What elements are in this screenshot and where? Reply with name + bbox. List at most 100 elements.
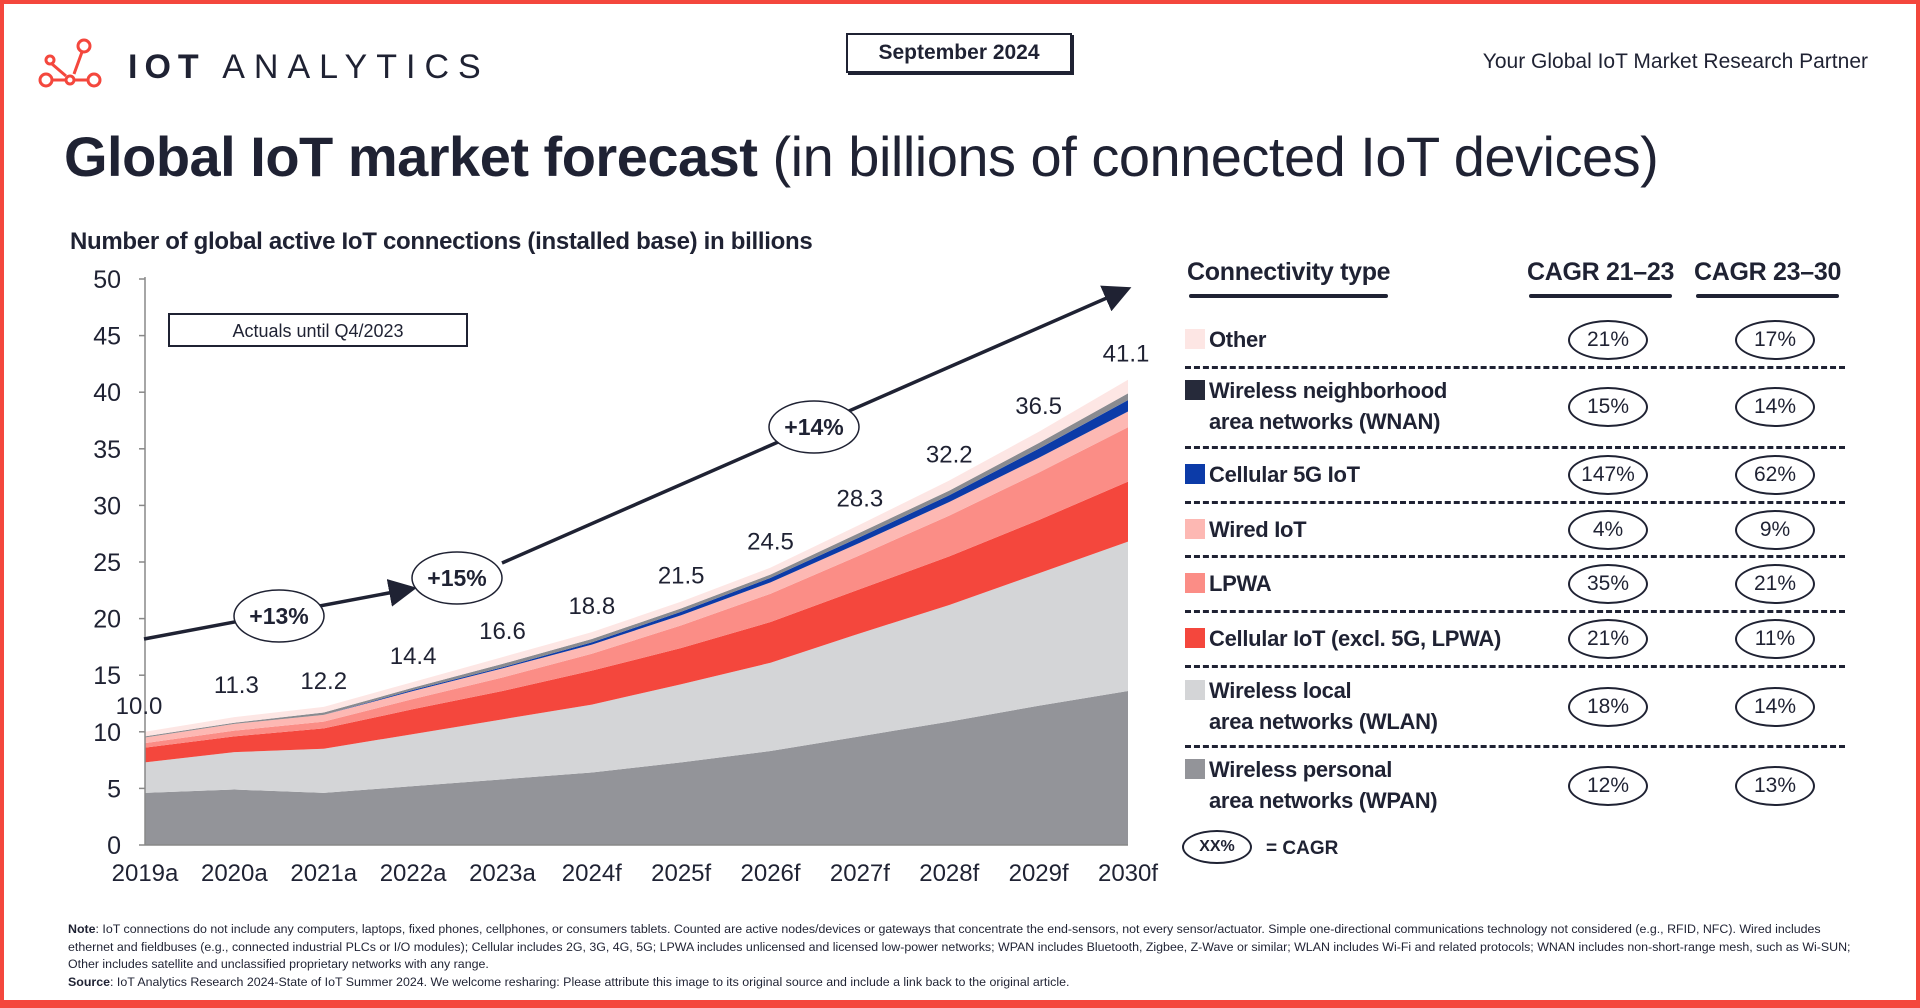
header-text: Connectivity type <box>1187 258 1391 286</box>
total-label: 10.0 <box>116 693 163 720</box>
x-tick-label: 2028f <box>919 860 979 887</box>
x-tick-label: 2027f <box>830 860 890 887</box>
legend-swatch <box>1185 380 1205 400</box>
legend-swatch <box>1185 680 1205 700</box>
legend-header-type: Connectivity type <box>1187 258 1391 298</box>
total-label: 14.4 <box>390 643 437 670</box>
total-labels: 10.0 11.3 12.2 14.4 16.6 18.8 21.5 24.5 28.3 32.2… <box>116 341 1150 720</box>
header-text: CAGR 23–30 <box>1694 258 1842 286</box>
legend-swatch <box>1185 573 1205 593</box>
title-light: (in billions of connected IoT devices) <box>772 125 1659 188</box>
header-underline <box>1696 294 1840 298</box>
y-tick-label: 35 <box>93 436 121 464</box>
cagr-23-30-pill: 21% <box>1735 564 1815 604</box>
area-wireless-local-area-networks-wlan <box>145 541 1128 793</box>
total-label: 36.5 <box>1015 393 1062 420</box>
y-tick-label: 5 <box>107 775 121 803</box>
x-tick-label: 2023a <box>469 860 536 887</box>
legend-label: Cellular IoT (excl. 5G, LPWA) <box>1209 626 1502 651</box>
legend-label: Other <box>1209 327 1267 352</box>
growth-label-2: +15% <box>427 565 486 591</box>
legend-row: Wireless personal area networks (WPAN) 12… <box>1185 754 1845 816</box>
cagr-21-23-pill: 21% <box>1568 320 1648 360</box>
y-tick-label: 15 <box>93 662 121 690</box>
total-label: 28.3 <box>837 486 884 513</box>
legend-row: Wireless local area networks (WLAN) 18% 14… <box>1185 675 1845 737</box>
source-body: : IoT Analytics Research 2024-State of I… <box>110 974 1070 989</box>
row-divider <box>1185 610 1845 613</box>
footnote: Note: IoT connections do not include any… <box>68 921 1858 991</box>
iot-analytics-logo-icon <box>38 38 102 88</box>
x-tick-label: 2026f <box>741 860 801 887</box>
cagr-21-23-pill: 18% <box>1568 687 1648 727</box>
legend-row: Wireless neighborhood area networks (WNA… <box>1185 375 1845 437</box>
y-tick-label: 0 <box>107 832 121 860</box>
x-tick-label: 2025f <box>651 860 711 887</box>
row-divider <box>1185 366 1845 369</box>
cagr-23-30-pill: 9% <box>1735 510 1815 550</box>
total-label: 41.1 <box>1103 341 1150 368</box>
note-body: : IoT connections do not include any com… <box>68 922 1851 971</box>
cagr-23-30-pill: 13% <box>1735 766 1815 806</box>
legend-row: Cellular 5G IoT 147% 62% <box>1185 455 1845 495</box>
cagr-23-30-pill: 14% <box>1735 687 1815 727</box>
area-wireless-personal-area-networks-wpan <box>145 691 1128 845</box>
y-tick-label: 25 <box>93 549 121 577</box>
legend-row: Cellular IoT (excl. 5G, LPWA) 21% 11% <box>1185 619 1845 659</box>
growth-bubble-3 <box>768 400 860 454</box>
y-tick-label: 45 <box>93 323 121 351</box>
y-tick-label: 20 <box>93 606 121 634</box>
chart-subtitle: Number of global active IoT connections … <box>70 228 813 255</box>
growth-annotations: +13% +15% +14% <box>143 285 1132 643</box>
brand-bold: IOT <box>128 48 206 86</box>
actuals-box <box>168 313 468 347</box>
y-tick-label: 50 <box>93 266 121 294</box>
cagr-key-pill: XX% <box>1182 830 1252 864</box>
cagr-23-30-pill: 14% <box>1735 387 1815 427</box>
header-text: CAGR 21–23 <box>1527 258 1675 286</box>
row-divider <box>1185 555 1845 558</box>
legend-label: Wireless personal area networks (WPAN) <box>1209 757 1438 813</box>
note-text: Note: IoT connections do not include any… <box>68 921 1858 974</box>
growth-label-1: +13% <box>249 603 308 629</box>
x-tick-label: 2029f <box>1009 860 1069 887</box>
date-badge: September 2024 <box>846 33 1072 73</box>
cagr-21-23-pill: 12% <box>1568 766 1648 806</box>
legend-label: Wireless neighborhood area networks (WNA… <box>1209 378 1447 434</box>
source-text: Source: IoT Analytics Research 2024-Stat… <box>68 974 1858 992</box>
legend-header-cagr-21-23: CAGR 21–23 <box>1527 258 1675 298</box>
cagr-key-text: = CAGR <box>1266 838 1339 859</box>
page-title: Global IoT market forecast (in billions … <box>64 124 1659 189</box>
total-label: 18.8 <box>568 593 615 620</box>
area-layers <box>145 379 1128 845</box>
cagr-21-23-pill: 15% <box>1568 387 1648 427</box>
total-label: 32.2 <box>926 441 973 468</box>
x-tick-label: 2019a <box>112 860 179 887</box>
x-tick-label: 2020a <box>201 860 268 887</box>
total-label: 11.3 <box>214 672 259 699</box>
legend-swatch <box>1185 628 1205 648</box>
legend-swatch <box>1185 519 1205 539</box>
legend-swatch <box>1185 464 1205 484</box>
header-underline <box>1529 294 1673 298</box>
brand-name: IOT ANALYTICS <box>128 48 490 87</box>
title-bold: Global IoT market forecast <box>64 125 758 188</box>
growth-label-3: +14% <box>784 414 843 440</box>
header-underline <box>1189 294 1389 298</box>
cagr-23-30-pill: 11% <box>1735 619 1815 659</box>
legend-label: Cellular 5G IoT <box>1209 462 1360 487</box>
tagline: Your Global IoT Market Research Partner <box>1482 50 1868 73</box>
cagr-21-23-pill: 35% <box>1568 564 1648 604</box>
legend-swatch <box>1185 759 1205 779</box>
cagr-23-30-pill: 17% <box>1735 320 1815 360</box>
legend-row: LPWA 35% 21% <box>1185 564 1845 604</box>
row-divider <box>1185 501 1845 504</box>
total-label: 12.2 <box>300 668 347 695</box>
legend-label: Wireless local area networks (WLAN) <box>1209 678 1438 734</box>
axes: 0 5 10 15 20 25 30 35 40 45 50 2019a 2020a 2021a 2022a… <box>93 266 1158 887</box>
total-label: 24.5 <box>747 529 794 556</box>
stacked-area-chart: 0 5 10 15 20 25 30 35 40 45 50 2019a 2020a 2021a 2022a… <box>93 266 1158 887</box>
legend-row: Other 21% 17% <box>1185 320 1845 360</box>
growth-bubble-2 <box>411 551 503 605</box>
